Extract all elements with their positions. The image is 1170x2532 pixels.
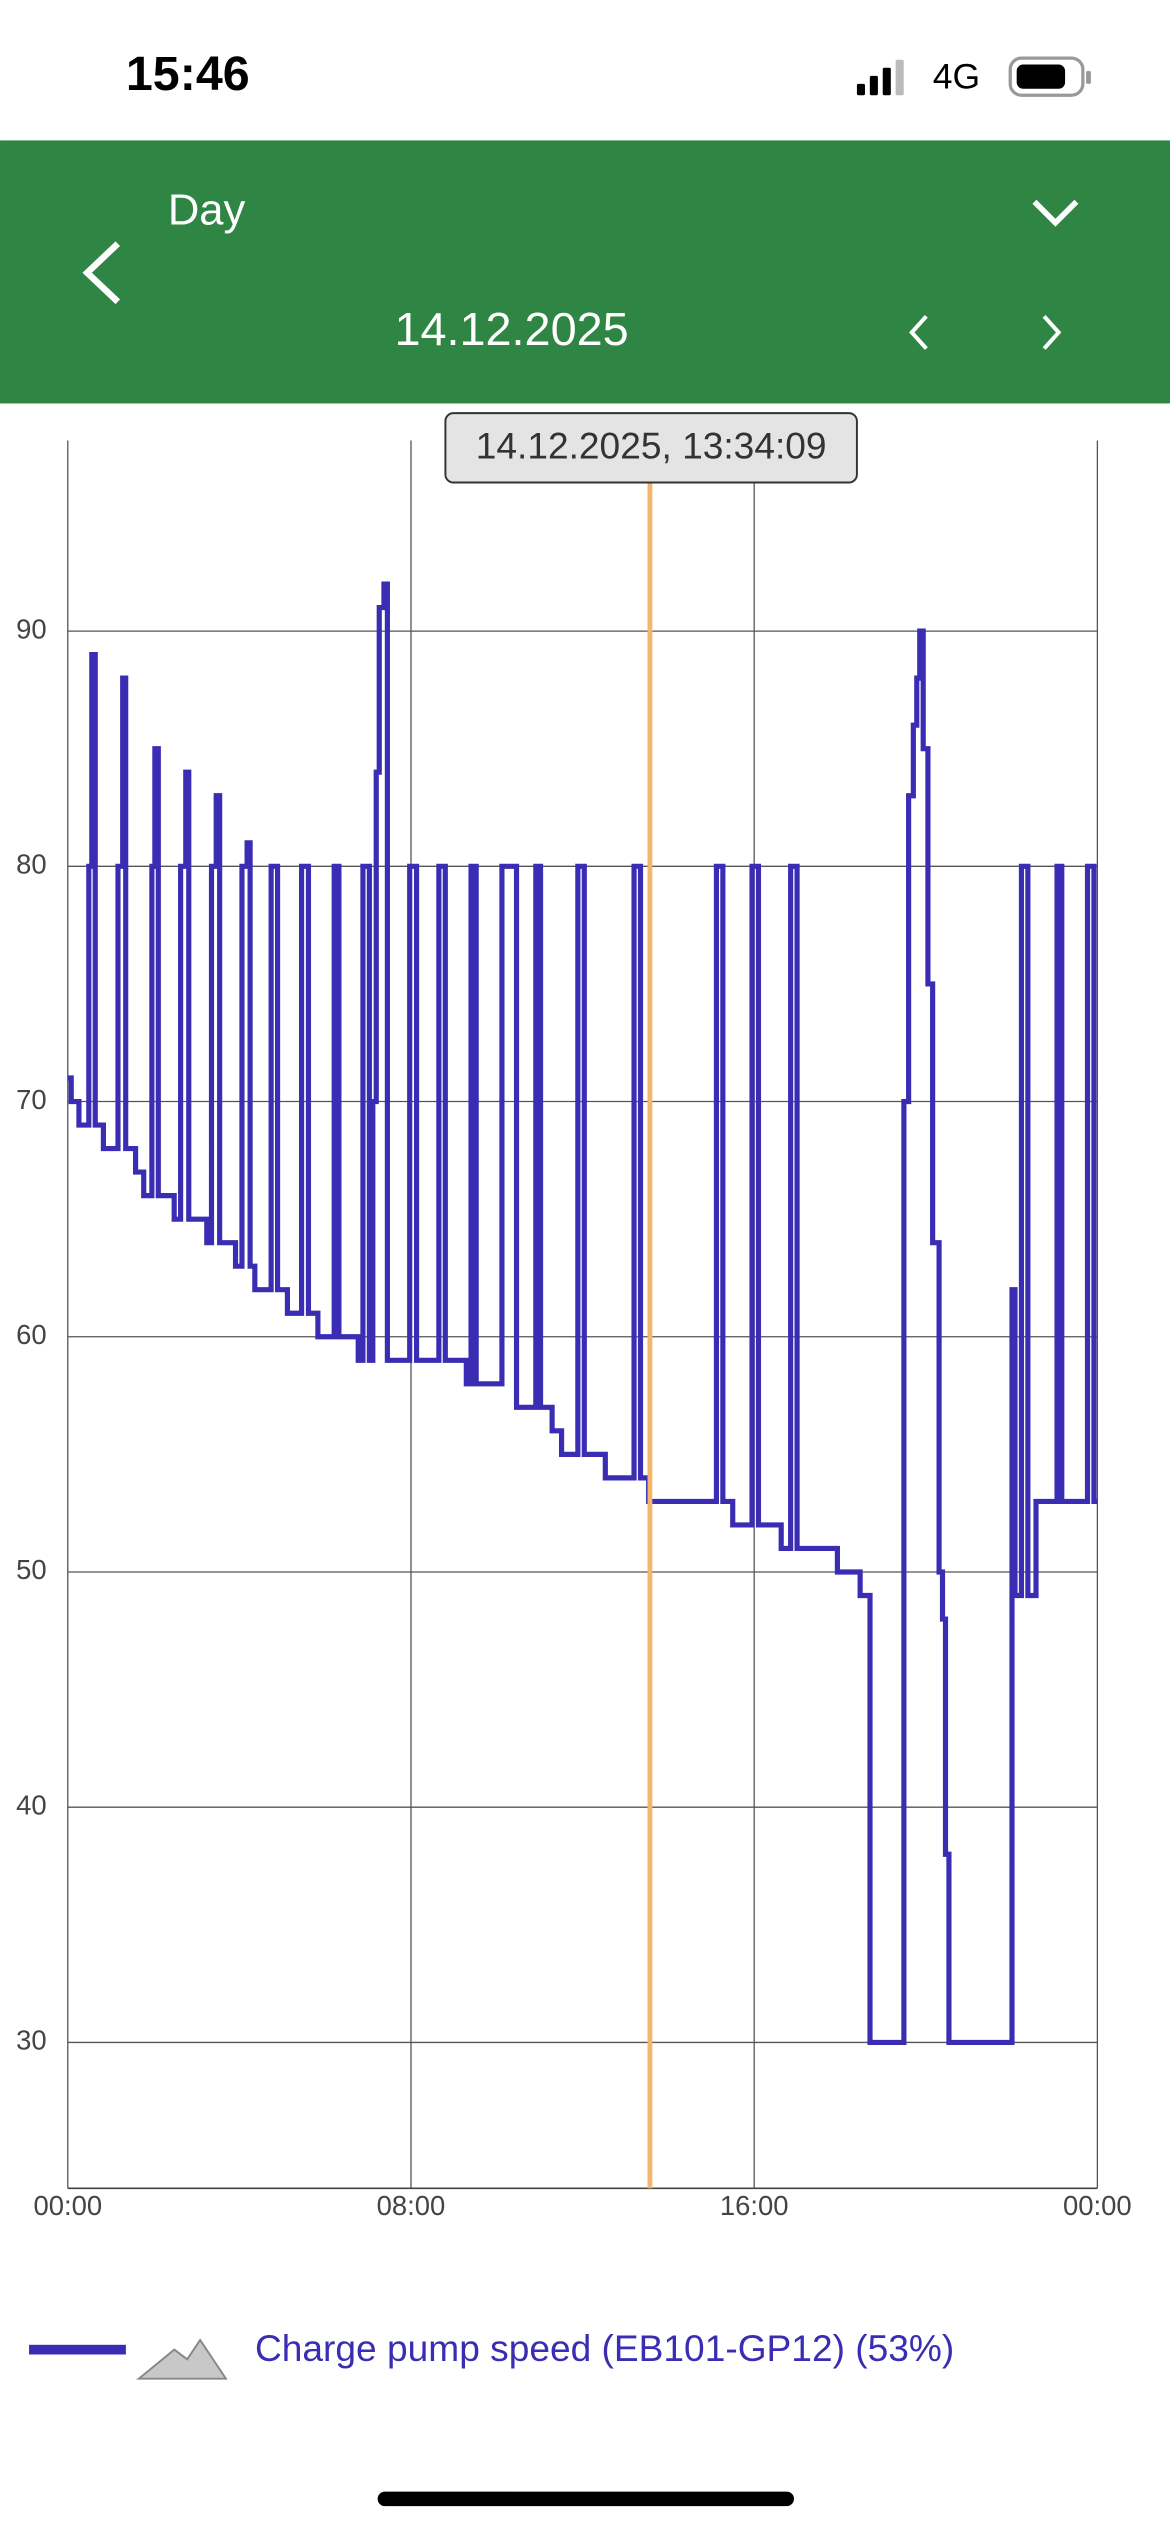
signal-icon bbox=[856, 59, 904, 96]
data-line bbox=[67, 581, 1098, 2046]
battery-icon bbox=[1008, 56, 1091, 97]
dropdown-button[interactable] bbox=[1032, 199, 1079, 227]
y-tick-label: 60 bbox=[16, 1319, 47, 1350]
x-tick-label: 00:00 bbox=[1063, 2190, 1132, 2221]
prev-day[interactable] bbox=[909, 314, 928, 350]
x-tick-label: 08:00 bbox=[377, 2190, 446, 2221]
x-tick-label: 00:00 bbox=[33, 2190, 102, 2221]
y-tick-label: 70 bbox=[16, 1084, 47, 1115]
network-label: 4G bbox=[933, 56, 980, 96]
cursor-tooltip-label: 14.12.2025, 13:34:09 bbox=[476, 424, 827, 466]
x-tick-label: 16:00 bbox=[720, 2190, 789, 2221]
y-tick-label: 90 bbox=[16, 613, 47, 644]
y-tick-label: 50 bbox=[16, 1554, 47, 1585]
home-indicator bbox=[377, 2491, 794, 2507]
legend-swatch bbox=[29, 2344, 126, 2355]
period-title: Day bbox=[168, 187, 246, 235]
status-time: 15:46 bbox=[126, 47, 250, 101]
legend-icon[interactable] bbox=[136, 2338, 228, 2380]
y-tick-label: 40 bbox=[16, 1789, 47, 1820]
header bbox=[0, 140, 1170, 404]
chart: 30 40 50 60 70 80 90 00:00 08:00 16:00 00:00 14.12.… bbox=[16, 412, 1132, 2221]
header-date: 14.12.2025 bbox=[395, 303, 629, 355]
next-day[interactable] bbox=[1042, 314, 1062, 350]
cursor-tooltip bbox=[444, 412, 858, 484]
y-tick-label: 80 bbox=[16, 849, 47, 880]
legend-label: Charge pump speed (EB101-GP12) (53%) bbox=[255, 2327, 954, 2369]
y-tick-label: 30 bbox=[16, 2025, 47, 2056]
back-button[interactable] bbox=[82, 241, 121, 305]
